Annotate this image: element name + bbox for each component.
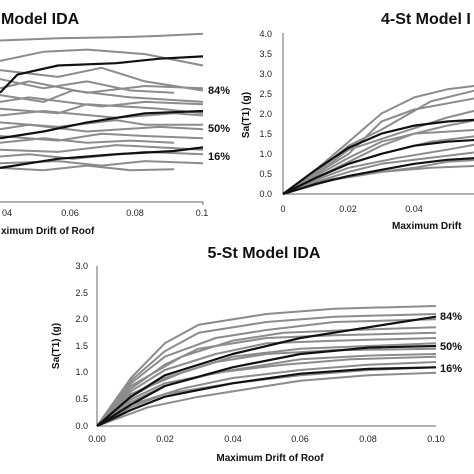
panel-right-axes	[282, 33, 474, 195]
panel-left-quantile-curves	[0, 55, 204, 169]
panel-bottom-xlabel: Maximum Drift of Roof	[216, 453, 324, 464]
panel-left: Model IDA 04 0.06 0.08 0.1 ximum Drift o…	[0, 11, 230, 237]
panel-right-title: 4-St Model I	[381, 11, 471, 28]
panel-bottom-ytick: 2.5	[75, 288, 88, 298]
panel-bottom-title: 5-St Model IDA	[208, 245, 321, 262]
panel-left-quantile-curve-84	[0, 55, 204, 94]
panel-left-xtick: 0.08	[126, 208, 144, 218]
panel-bottom-quantile-curve-84	[96, 315, 437, 427]
panel-left-xtick: 0.1	[196, 208, 209, 218]
panel-left-record-curve-6	[0, 89, 204, 103]
panel-bottom-ytick: 0.5	[75, 394, 88, 404]
panel-bottom-quantile-curves	[96, 315, 437, 427]
panel-bottom-xtick: 0.04	[224, 434, 242, 444]
panel-right-quantile-curve-1	[282, 118, 474, 195]
panel-right-ytick: 2.0	[259, 109, 272, 119]
panel-right-ytick: 1.5	[259, 129, 272, 139]
panel-left-label-50: 50%	[208, 123, 230, 135]
panel-right-quantile-curve-3	[282, 157, 474, 196]
panel-left-xlabel: ximum Drift of Roof	[1, 226, 95, 237]
panel-bottom-yticks: 3.0 2.5 2.0 1.5 1.0 0.5 0.0	[75, 261, 88, 431]
panel-right-xlabel: Maximum Drift	[392, 221, 462, 232]
panel-bottom-label-50: 50%	[440, 341, 462, 353]
panel-bottom-ytick: 2.0	[75, 314, 88, 324]
panel-right-ylabel: Sa(T1) (g)	[241, 92, 252, 138]
panel-bottom-ytick: 3.0	[75, 261, 88, 271]
panel-bottom-quantile-curve-16	[96, 366, 437, 427]
panel-left-label-84: 84%	[208, 85, 230, 97]
panel-right-ytick: 3.0	[259, 69, 272, 79]
panel-bottom-record-curve-2	[96, 313, 437, 427]
panel-right-ytick: 2.5	[259, 89, 272, 99]
panel-right-record-curve-8	[282, 143, 474, 195]
panel-bottom-record-curve-13	[96, 371, 437, 427]
panel-bottom: 5-St Model IDA 3.0 2.5 2.0 1.5 1.0 0.5 0…	[51, 245, 462, 464]
panel-bottom-record-curve-3	[96, 318, 437, 427]
panel-bottom-label-16: 16%	[440, 363, 462, 375]
panel-left-xtick: 0.06	[61, 208, 79, 218]
panel-bottom-axes	[96, 266, 436, 427]
panel-right-xtick: 0.04	[405, 204, 423, 214]
panel-right-xtick: 0.02	[339, 204, 357, 214]
panel-left-record-curve-1	[0, 32, 204, 42]
panel-bottom-xticks: 0.00 0.02 0.04 0.06 0.08 0.10	[88, 434, 445, 444]
panel-right: 4-St Model I 4.0 3.5 3.0 2.5 2.0 1.5 1.0…	[241, 11, 474, 232]
panel-right-ytick: 3.5	[259, 49, 272, 59]
panel-bottom-ytick: 1.5	[75, 341, 88, 351]
panel-right-ytick: 0.0	[259, 189, 272, 199]
panel-right-xtick: 0	[280, 204, 285, 214]
panel-bottom-xtick: 0.00	[88, 434, 106, 444]
panel-right-ytick: 1.0	[259, 149, 272, 159]
panel-left-record-curve-14	[0, 144, 204, 153]
panel-left-record-curve-11	[0, 123, 204, 133]
panel-bottom-ytick: 1.0	[75, 367, 88, 377]
panel-bottom-record-curve-7	[96, 342, 437, 427]
panel-right-record-curve-5	[282, 119, 474, 195]
panel-right-quantile-curve-2	[282, 138, 474, 195]
panel-left-record-curve-13	[0, 137, 175, 144]
panel-bottom-record-curve-6	[96, 337, 437, 427]
panel-bottom-xtick: 0.08	[359, 434, 377, 444]
panel-left-quantile-curve-16	[0, 146, 204, 169]
panel-right-quantile-curves	[282, 118, 474, 196]
panel-bottom-record-curve-1	[96, 305, 437, 427]
panel-right-ytick: 0.5	[259, 169, 272, 179]
panel-bottom-record-curve-5	[96, 331, 437, 427]
panel-left-record-curve-15	[0, 150, 204, 160]
panel-right-record-curves	[282, 85, 474, 195]
panel-left-frame	[0, 201, 204, 205]
panel-left-quantile-curve-50	[0, 109, 204, 140]
panel-left-xtick: 04	[2, 208, 12, 218]
panel-right-ytick: 4.0	[259, 29, 272, 39]
panel-left-record-curve-17	[0, 164, 175, 172]
panel-bottom-xtick: 0.10	[427, 434, 445, 444]
panel-left-title: Model IDA	[1, 11, 80, 28]
panel-left-record-curves	[0, 32, 204, 172]
panel-left-label-16: 16%	[208, 151, 230, 163]
panel-bottom-ylabel: Sa(T1) (g)	[51, 323, 62, 369]
panel-left-record-curve-5	[0, 80, 204, 94]
panel-bottom-xtick: 0.02	[156, 434, 174, 444]
panel-right-yticks: 4.0 3.5 3.0 2.5 2.0 1.5 1.0 0.5 0.0	[259, 29, 272, 199]
panel-left-record-curve-4	[0, 78, 175, 94]
panel-right-record-curve-4	[282, 109, 474, 195]
panel-left-record-curve-7	[0, 96, 204, 108]
panel-bottom-ytick: 0.0	[75, 421, 88, 431]
panel-bottom-quantile-curve-50	[96, 344, 437, 427]
panel-left-record-curve-3	[0, 66, 204, 92]
panel-bottom-xtick: 0.06	[291, 434, 309, 444]
panel-bottom-label-84: 84%	[440, 311, 462, 323]
